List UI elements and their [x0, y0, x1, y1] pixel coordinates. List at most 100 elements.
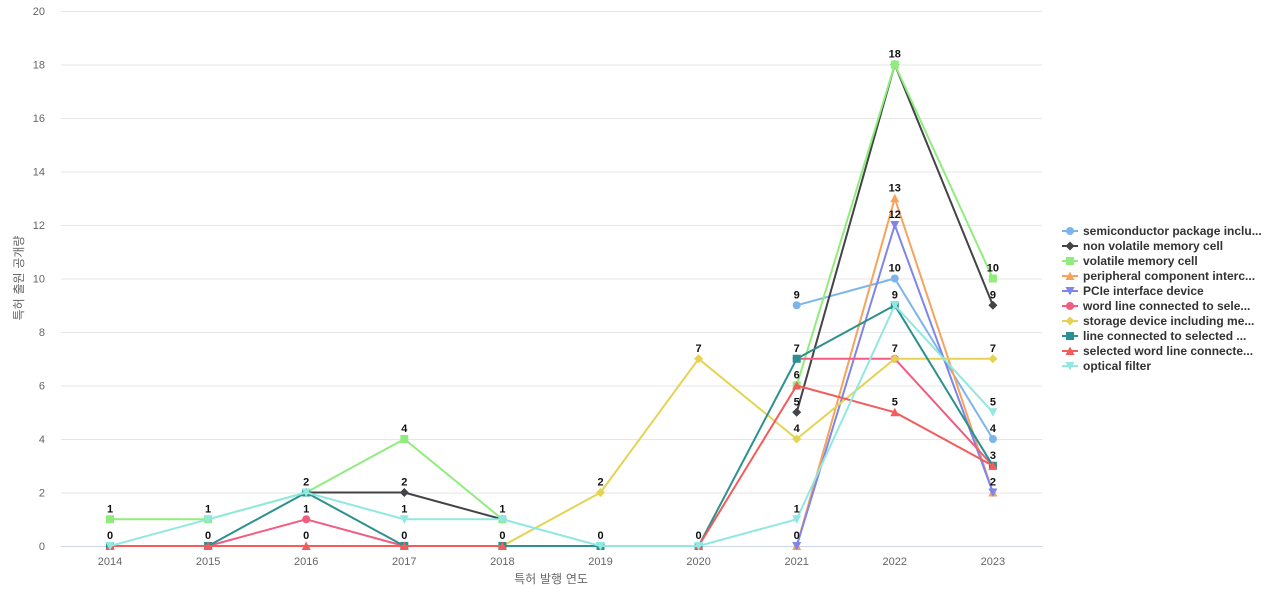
series-7	[497, 354, 998, 551]
y-tick-label: 4	[39, 434, 45, 446]
data-label: 4	[794, 423, 801, 435]
data-point	[988, 435, 997, 443]
x-axis-ticks: 2014 2015 2016 2017 2018 2019 2020 2021 2022 2023	[98, 556, 1005, 568]
legend-label: optical filter	[1083, 359, 1151, 373]
data-label: 7	[696, 343, 702, 355]
data-label: 2	[597, 477, 603, 489]
legend-item[interactable]: PCIe interface device	[1062, 284, 1204, 298]
legend-item[interactable]: semiconductor package inclu...	[1062, 224, 1262, 238]
legend-label: non volatile memory cell	[1083, 239, 1223, 253]
data-point	[497, 541, 507, 550]
data-label: 10	[987, 263, 999, 275]
series-line	[109, 304, 994, 547]
data-label: 2	[303, 477, 309, 489]
y-axis-ticks: 0 2 4 6 8 10 12 14 16 18 20	[33, 6, 45, 553]
data-point	[890, 354, 900, 364]
y-tick-label: 20	[33, 6, 45, 18]
data-point	[890, 301, 900, 310]
series-line	[697, 384, 994, 547]
data-label: 2	[990, 477, 996, 489]
legend-item[interactable]: peripheral component interc...	[1062, 269, 1255, 283]
data-point	[792, 354, 801, 363]
x-tick-label: 2015	[196, 556, 220, 568]
legend-label: PCIe interface device	[1083, 284, 1204, 298]
y-tick-label: 10	[33, 274, 45, 286]
data-point	[497, 515, 507, 524]
legend-label: peripheral component interc...	[1083, 269, 1255, 283]
x-tick-label: 2019	[588, 556, 612, 568]
series-5	[792, 221, 998, 551]
series-line	[795, 197, 994, 547]
legend-item[interactable]: word line connected to sele...	[1062, 299, 1250, 313]
legend-item[interactable]: line connected to selected ...	[1062, 329, 1246, 343]
legend-item[interactable]: optical filter	[1062, 359, 1151, 373]
data-point	[302, 515, 311, 524]
data-point	[890, 60, 899, 69]
data-label: 1	[205, 503, 211, 515]
legend-label: line connected to selected ...	[1083, 329, 1246, 343]
data-labels: 1010210421010207097654101813121097510975…	[107, 49, 999, 543]
data-label: 5	[990, 396, 996, 408]
data-label: 1	[107, 503, 113, 515]
data-point	[792, 434, 802, 444]
data-point	[988, 461, 998, 470]
data-label: 0	[401, 530, 407, 542]
legend-label: word line connected to sele...	[1082, 299, 1250, 313]
x-tick-label: 2017	[392, 556, 416, 568]
data-label: 1	[401, 503, 407, 515]
data-label: 0	[597, 530, 603, 542]
legend-symbol-marker	[1066, 302, 1074, 310]
legend-label: storage device including me...	[1083, 314, 1254, 328]
series-3	[106, 60, 997, 524]
data-point	[694, 354, 704, 364]
legend-symbol-marker	[1066, 257, 1074, 265]
gridlines	[61, 11, 1042, 494]
data-label: 5	[794, 396, 800, 408]
series-9	[105, 381, 998, 550]
data-point	[988, 274, 997, 283]
data-label: 0	[696, 530, 702, 542]
data-point	[203, 541, 213, 550]
legend-item[interactable]: non volatile memory cell	[1062, 239, 1223, 253]
data-point	[400, 435, 409, 443]
legend-item[interactable]: storage device including me...	[1062, 314, 1254, 328]
legend: semiconductor package inclu...non volati…	[1062, 224, 1262, 373]
legend-item[interactable]: volatile memory cell	[1062, 254, 1198, 268]
data-label: 0	[794, 530, 800, 542]
series-line	[501, 357, 994, 547]
data-point	[694, 542, 704, 551]
data-label: 6	[794, 370, 800, 382]
legend-symbol-marker	[1065, 362, 1075, 371]
legend-item[interactable]: selected word line connecte...	[1062, 344, 1253, 358]
x-tick-label: 2014	[98, 556, 122, 568]
legend-symbol-marker	[1065, 271, 1075, 280]
data-point	[890, 274, 899, 283]
data-label: 1	[303, 503, 309, 515]
y-tick-label: 18	[33, 60, 45, 72]
legend-label: semiconductor package inclu...	[1083, 224, 1262, 238]
data-point	[890, 193, 900, 203]
data-label: 4	[401, 423, 408, 435]
x-axis-title: 특허 발행 연도	[514, 571, 588, 586]
data-label: 7	[892, 343, 898, 355]
data-label: 0	[205, 530, 211, 542]
data-point	[301, 488, 311, 497]
y-tick-label: 2	[39, 488, 45, 500]
data-point	[988, 300, 998, 310]
data-point	[890, 407, 900, 417]
data-label: 9	[990, 289, 996, 301]
data-point	[792, 515, 802, 524]
series-4	[792, 193, 998, 550]
legend-label: selected word line connecte...	[1083, 344, 1253, 358]
data-point	[596, 488, 605, 497]
data-point	[792, 542, 802, 551]
data-label: 5	[892, 396, 898, 408]
legend-label: volatile memory cell	[1083, 254, 1198, 268]
data-label: 7	[794, 343, 800, 355]
y-tick-label: 16	[33, 113, 45, 125]
x-tick-label: 2016	[294, 556, 318, 568]
series-8	[106, 301, 997, 550]
data-point	[106, 515, 114, 524]
x-tick-label: 2023	[981, 556, 1005, 568]
